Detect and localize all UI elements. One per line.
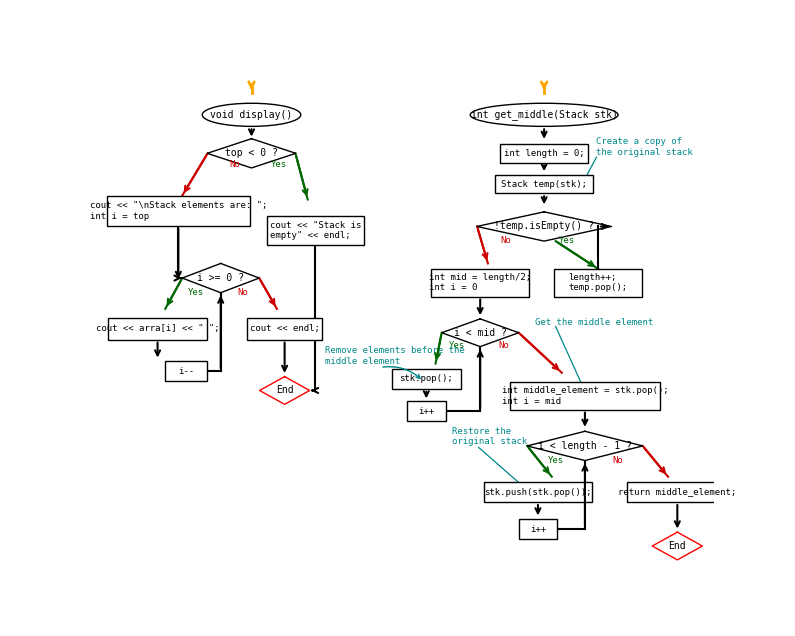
FancyBboxPatch shape xyxy=(500,144,588,163)
Text: i++: i++ xyxy=(418,407,434,416)
Text: cout << endl;: cout << endl; xyxy=(250,324,320,333)
Text: Stack temp(stk);: Stack temp(stk); xyxy=(501,179,588,189)
Text: No: No xyxy=(237,288,248,297)
Text: Remove elements before the
middle element: Remove elements before the middle elemen… xyxy=(324,346,464,366)
Text: Yes: Yes xyxy=(548,456,564,465)
Text: int middle_element = stk.pop();
int i = mid: int middle_element = stk.pop(); int i = … xyxy=(502,386,669,406)
Text: Create a copy of
the original stack: Create a copy of the original stack xyxy=(596,137,693,157)
Text: Yes: Yes xyxy=(270,160,286,169)
Text: End: End xyxy=(669,541,686,551)
Text: length++;
temp.pop();: length++; temp.pop(); xyxy=(568,273,627,293)
Text: top < 0 ?: top < 0 ? xyxy=(225,148,278,158)
Text: stk.push(stk.pop());: stk.push(stk.pop()); xyxy=(484,488,591,497)
FancyBboxPatch shape xyxy=(267,216,363,245)
FancyBboxPatch shape xyxy=(626,482,728,502)
Text: No: No xyxy=(229,160,240,169)
Text: No: No xyxy=(500,237,511,245)
Text: No: No xyxy=(612,456,622,465)
Text: Yes: Yes xyxy=(449,341,465,350)
Ellipse shape xyxy=(202,103,301,127)
Text: cout << arra[i] << " ";: cout << arra[i] << " "; xyxy=(95,324,219,333)
Text: Get the middle element: Get the middle element xyxy=(535,318,653,327)
FancyBboxPatch shape xyxy=(510,382,660,410)
Text: Yes: Yes xyxy=(188,288,204,297)
FancyBboxPatch shape xyxy=(247,318,322,340)
Text: End: End xyxy=(276,385,293,396)
Text: cout << "\nStack elements are: ";
int i = top: cout << "\nStack elements are: "; int i … xyxy=(90,202,267,221)
Text: cout << "Stack is
empty" << endl;: cout << "Stack is empty" << endl; xyxy=(270,221,361,240)
FancyBboxPatch shape xyxy=(407,401,445,421)
Text: int get_middle(Stack stk): int get_middle(Stack stk) xyxy=(471,109,618,120)
Text: return middle_element;: return middle_element; xyxy=(619,488,736,497)
FancyBboxPatch shape xyxy=(484,482,591,502)
FancyBboxPatch shape xyxy=(165,361,207,381)
Ellipse shape xyxy=(470,103,618,127)
FancyBboxPatch shape xyxy=(518,519,557,539)
FancyBboxPatch shape xyxy=(107,197,250,226)
Text: stk.pop();: stk.pop(); xyxy=(399,375,453,384)
Text: void display(): void display() xyxy=(211,110,293,120)
Text: No: No xyxy=(498,341,509,350)
Text: !temp.isEmpty() ?: !temp.isEmpty() ? xyxy=(494,221,594,232)
FancyBboxPatch shape xyxy=(431,269,529,296)
Text: i++: i++ xyxy=(530,525,546,534)
FancyBboxPatch shape xyxy=(554,269,642,296)
FancyBboxPatch shape xyxy=(108,318,207,340)
Text: i < length - 1 ?: i < length - 1 ? xyxy=(538,441,632,451)
Text: i < mid ?: i < mid ? xyxy=(454,328,506,338)
Text: int length = 0;: int length = 0; xyxy=(504,149,584,158)
Text: i--: i-- xyxy=(178,367,194,376)
FancyBboxPatch shape xyxy=(494,175,593,193)
Text: i >= 0 ?: i >= 0 ? xyxy=(197,273,244,283)
FancyBboxPatch shape xyxy=(392,369,461,389)
Text: Yes: Yes xyxy=(559,237,576,245)
Text: Restore the
original stack: Restore the original stack xyxy=(452,427,527,446)
Text: int mid = length/2;
int i = 0: int mid = length/2; int i = 0 xyxy=(429,273,531,293)
